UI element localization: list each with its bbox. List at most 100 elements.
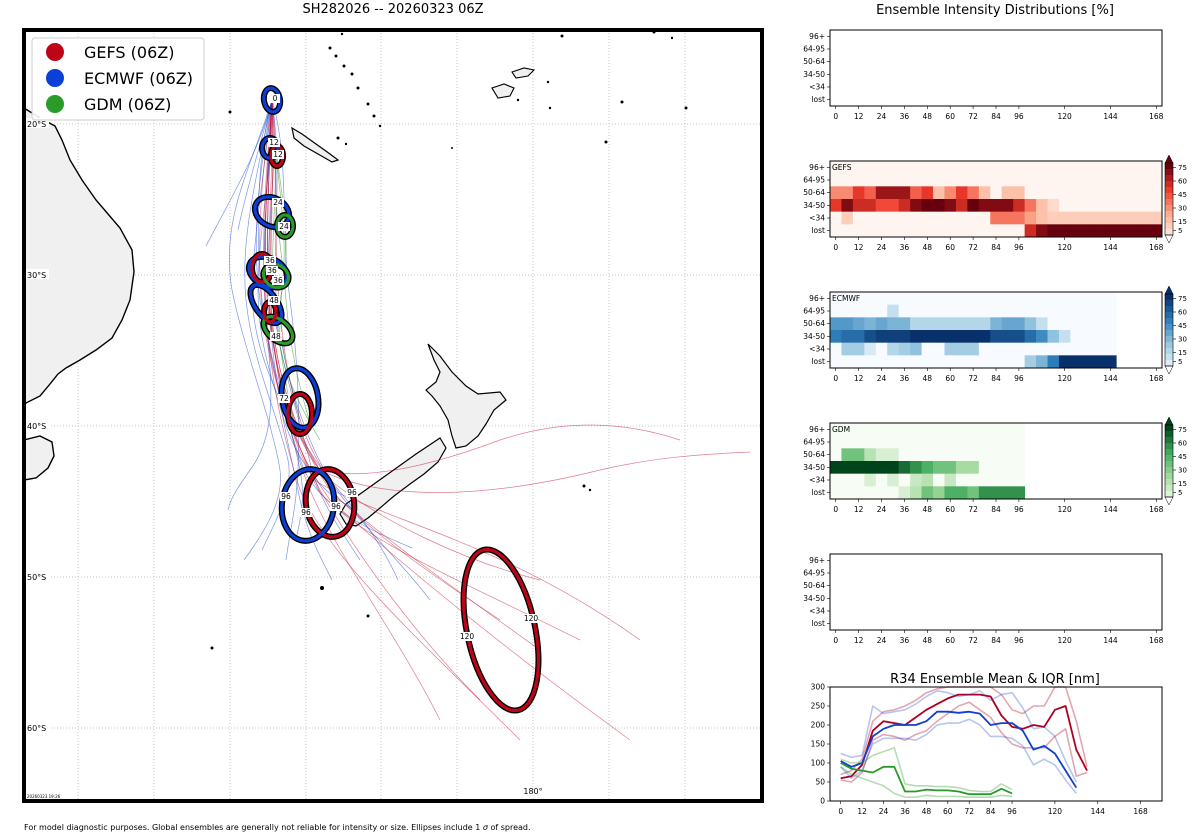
heat-cell [944, 435, 957, 449]
heat-cell [967, 342, 980, 356]
x-tick-label: 24 [877, 112, 887, 121]
heat-cell [944, 317, 957, 331]
colorbar-step [1165, 491, 1173, 498]
heat-cell [910, 173, 922, 187]
panel-frame [829, 29, 1163, 107]
r34-series-gefs-iqr-high [840, 686, 1088, 776]
heat-cell [967, 199, 980, 213]
heat-cell [841, 461, 854, 475]
heat-cell [933, 448, 945, 462]
colorbar-step [1165, 437, 1173, 444]
heat-cell [910, 423, 922, 437]
x-tick-label: 96 [1014, 505, 1024, 514]
heat-cell [1139, 161, 1151, 175]
colorbar-tick-label: 15 [1178, 218, 1187, 226]
heat-cell [910, 211, 922, 225]
legend-label-gefs: GEFS (06Z) [84, 43, 174, 62]
colorbar-tick-label: 5 [1178, 358, 1182, 366]
heat-cell [990, 448, 1003, 462]
heat-cell [1036, 186, 1048, 200]
colorbar-tick-label: 45 [1178, 191, 1187, 199]
x-tick-label: 36 [900, 374, 910, 383]
heat-cell [955, 435, 968, 449]
heat-cell [864, 461, 877, 475]
heat-cell [921, 448, 934, 462]
colorbar-step [1165, 318, 1173, 325]
heat-cell [852, 355, 865, 369]
heat-cell [933, 199, 945, 213]
heat-cell [1070, 211, 1083, 225]
intensity-heatmaps: 96+ 64-95 50-64 34-50 <34 lost 0 12 24 36 48 60 72 84… [803, 29, 1187, 645]
heat-cell [875, 330, 888, 344]
heat-cell [1093, 224, 1106, 238]
map-frame [22, 28, 764, 803]
heat-cell [933, 224, 945, 238]
label-hour-36-b: 36 [267, 266, 277, 275]
heat-cell [1104, 224, 1117, 238]
heat-cell [1058, 186, 1071, 200]
legend-marker-ecmwf [46, 69, 64, 87]
heat-cell [1001, 161, 1014, 175]
heat-cell [967, 161, 980, 175]
heat-cell [990, 423, 1003, 437]
heat-cell [887, 199, 900, 213]
heat-cell [1070, 292, 1083, 306]
heat-cell [978, 435, 991, 449]
x-tick-label: 0 [833, 243, 838, 252]
heat-cell [921, 355, 934, 369]
heat-cell [1093, 199, 1106, 213]
heat-cell [1013, 304, 1026, 318]
heat-cell [990, 211, 1003, 225]
heat-cell [887, 292, 900, 306]
heat-cell [1070, 173, 1083, 187]
heat-cell [1036, 330, 1048, 344]
heat-cell [933, 317, 945, 331]
heat-cell [921, 461, 934, 475]
heat-cell [1104, 330, 1117, 344]
heat-cell [887, 211, 900, 225]
heat-cell [852, 342, 865, 356]
heat-cell [990, 161, 1003, 175]
heat-cell [1139, 199, 1151, 213]
heat-cell [921, 473, 934, 487]
heat-cell [978, 186, 991, 200]
heat-cell [921, 317, 934, 331]
colorbar-step [1165, 449, 1173, 456]
heat-cell [841, 342, 854, 356]
label-hour-72: 72 [279, 394, 289, 403]
heat-cell [921, 342, 934, 356]
heat-cell [933, 355, 945, 369]
heat-cell [967, 355, 980, 369]
r34-x-tick-label: 60 [943, 807, 953, 816]
x-tick-label: 48 [923, 505, 933, 514]
heat-cell [990, 317, 1003, 331]
intensity-panel-empty-4: 96+ 64-95 50-64 34-50 <34 lost 0 12 24 36 48 60 72 84… [803, 553, 1164, 645]
heat-cell [852, 186, 865, 200]
heat-cell [921, 330, 934, 344]
heat-cell [967, 292, 980, 306]
heat-cell [921, 486, 934, 500]
heat-cell [830, 473, 842, 487]
heat-cell [967, 448, 980, 462]
x-tick-label: 36 [900, 636, 910, 645]
heat-cell [864, 448, 877, 462]
heat-cell [830, 304, 842, 318]
small-islands [210, 30, 688, 650]
heat-cell [864, 186, 877, 200]
heat-cell [978, 292, 991, 306]
heat-cell [898, 186, 911, 200]
x-tick-label: 48 [923, 112, 933, 121]
heat-cell [875, 342, 888, 356]
heat-cell [1036, 292, 1048, 306]
heat-cell [1013, 186, 1026, 200]
heat-cell [1013, 486, 1026, 500]
heat-cell [830, 448, 842, 462]
heat-cell [830, 224, 842, 238]
heat-cell [1013, 473, 1026, 487]
heat-cell [1150, 224, 1163, 238]
y-tick-label: 50-64 [803, 319, 825, 328]
track-map: 0 12 12 24 24 36 36 36 48 48 72 96 96 96… [22, 28, 764, 803]
colorbar-step [1165, 425, 1173, 432]
colorbar-tick-label: 60 [1178, 178, 1187, 186]
heat-cell [933, 423, 945, 437]
